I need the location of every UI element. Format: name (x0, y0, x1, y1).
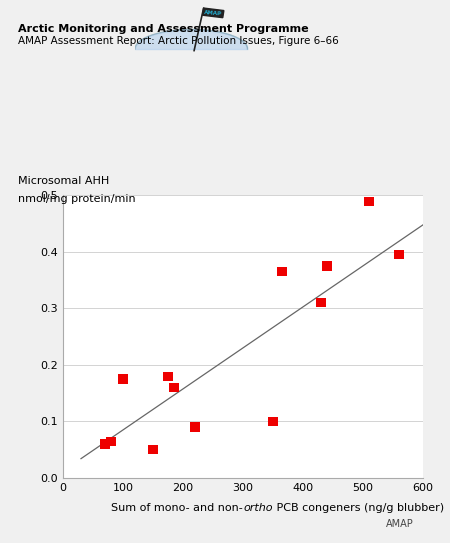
Point (164, 372, 171, 381)
Text: Arctic Monitoring and Assessment Programme: Arctic Monitoring and Assessment Program… (18, 24, 309, 34)
Point (171, 383, 178, 392)
Text: Microsomal AHH: Microsomal AHH (18, 176, 109, 186)
Text: nmol/mg protein/min: nmol/mg protein/min (18, 194, 135, 204)
Text: ortho: ortho (243, 503, 273, 513)
Point (317, 299, 324, 307)
Point (279, 267, 286, 276)
Point (270, 417, 277, 426)
Point (324, 262, 331, 270)
Text: AMAP: AMAP (386, 520, 414, 529)
Text: AMAP Assessment Report: Arctic Pollution Issues, Figure 6–66: AMAP Assessment Report: Arctic Pollution… (18, 36, 339, 46)
Point (191, 422, 198, 431)
Point (119, 375, 126, 383)
Text: Sum of mono- and non-: Sum of mono- and non- (111, 503, 243, 513)
Point (365, 197, 373, 205)
Point (149, 445, 157, 454)
Point (108, 437, 115, 445)
Text: AMAP: AMAP (203, 10, 222, 16)
Polygon shape (202, 8, 224, 18)
Point (101, 440, 108, 449)
Text: PCB congeners (ng/g blubber): PCB congeners (ng/g blubber) (273, 503, 444, 513)
Point (396, 250, 403, 259)
